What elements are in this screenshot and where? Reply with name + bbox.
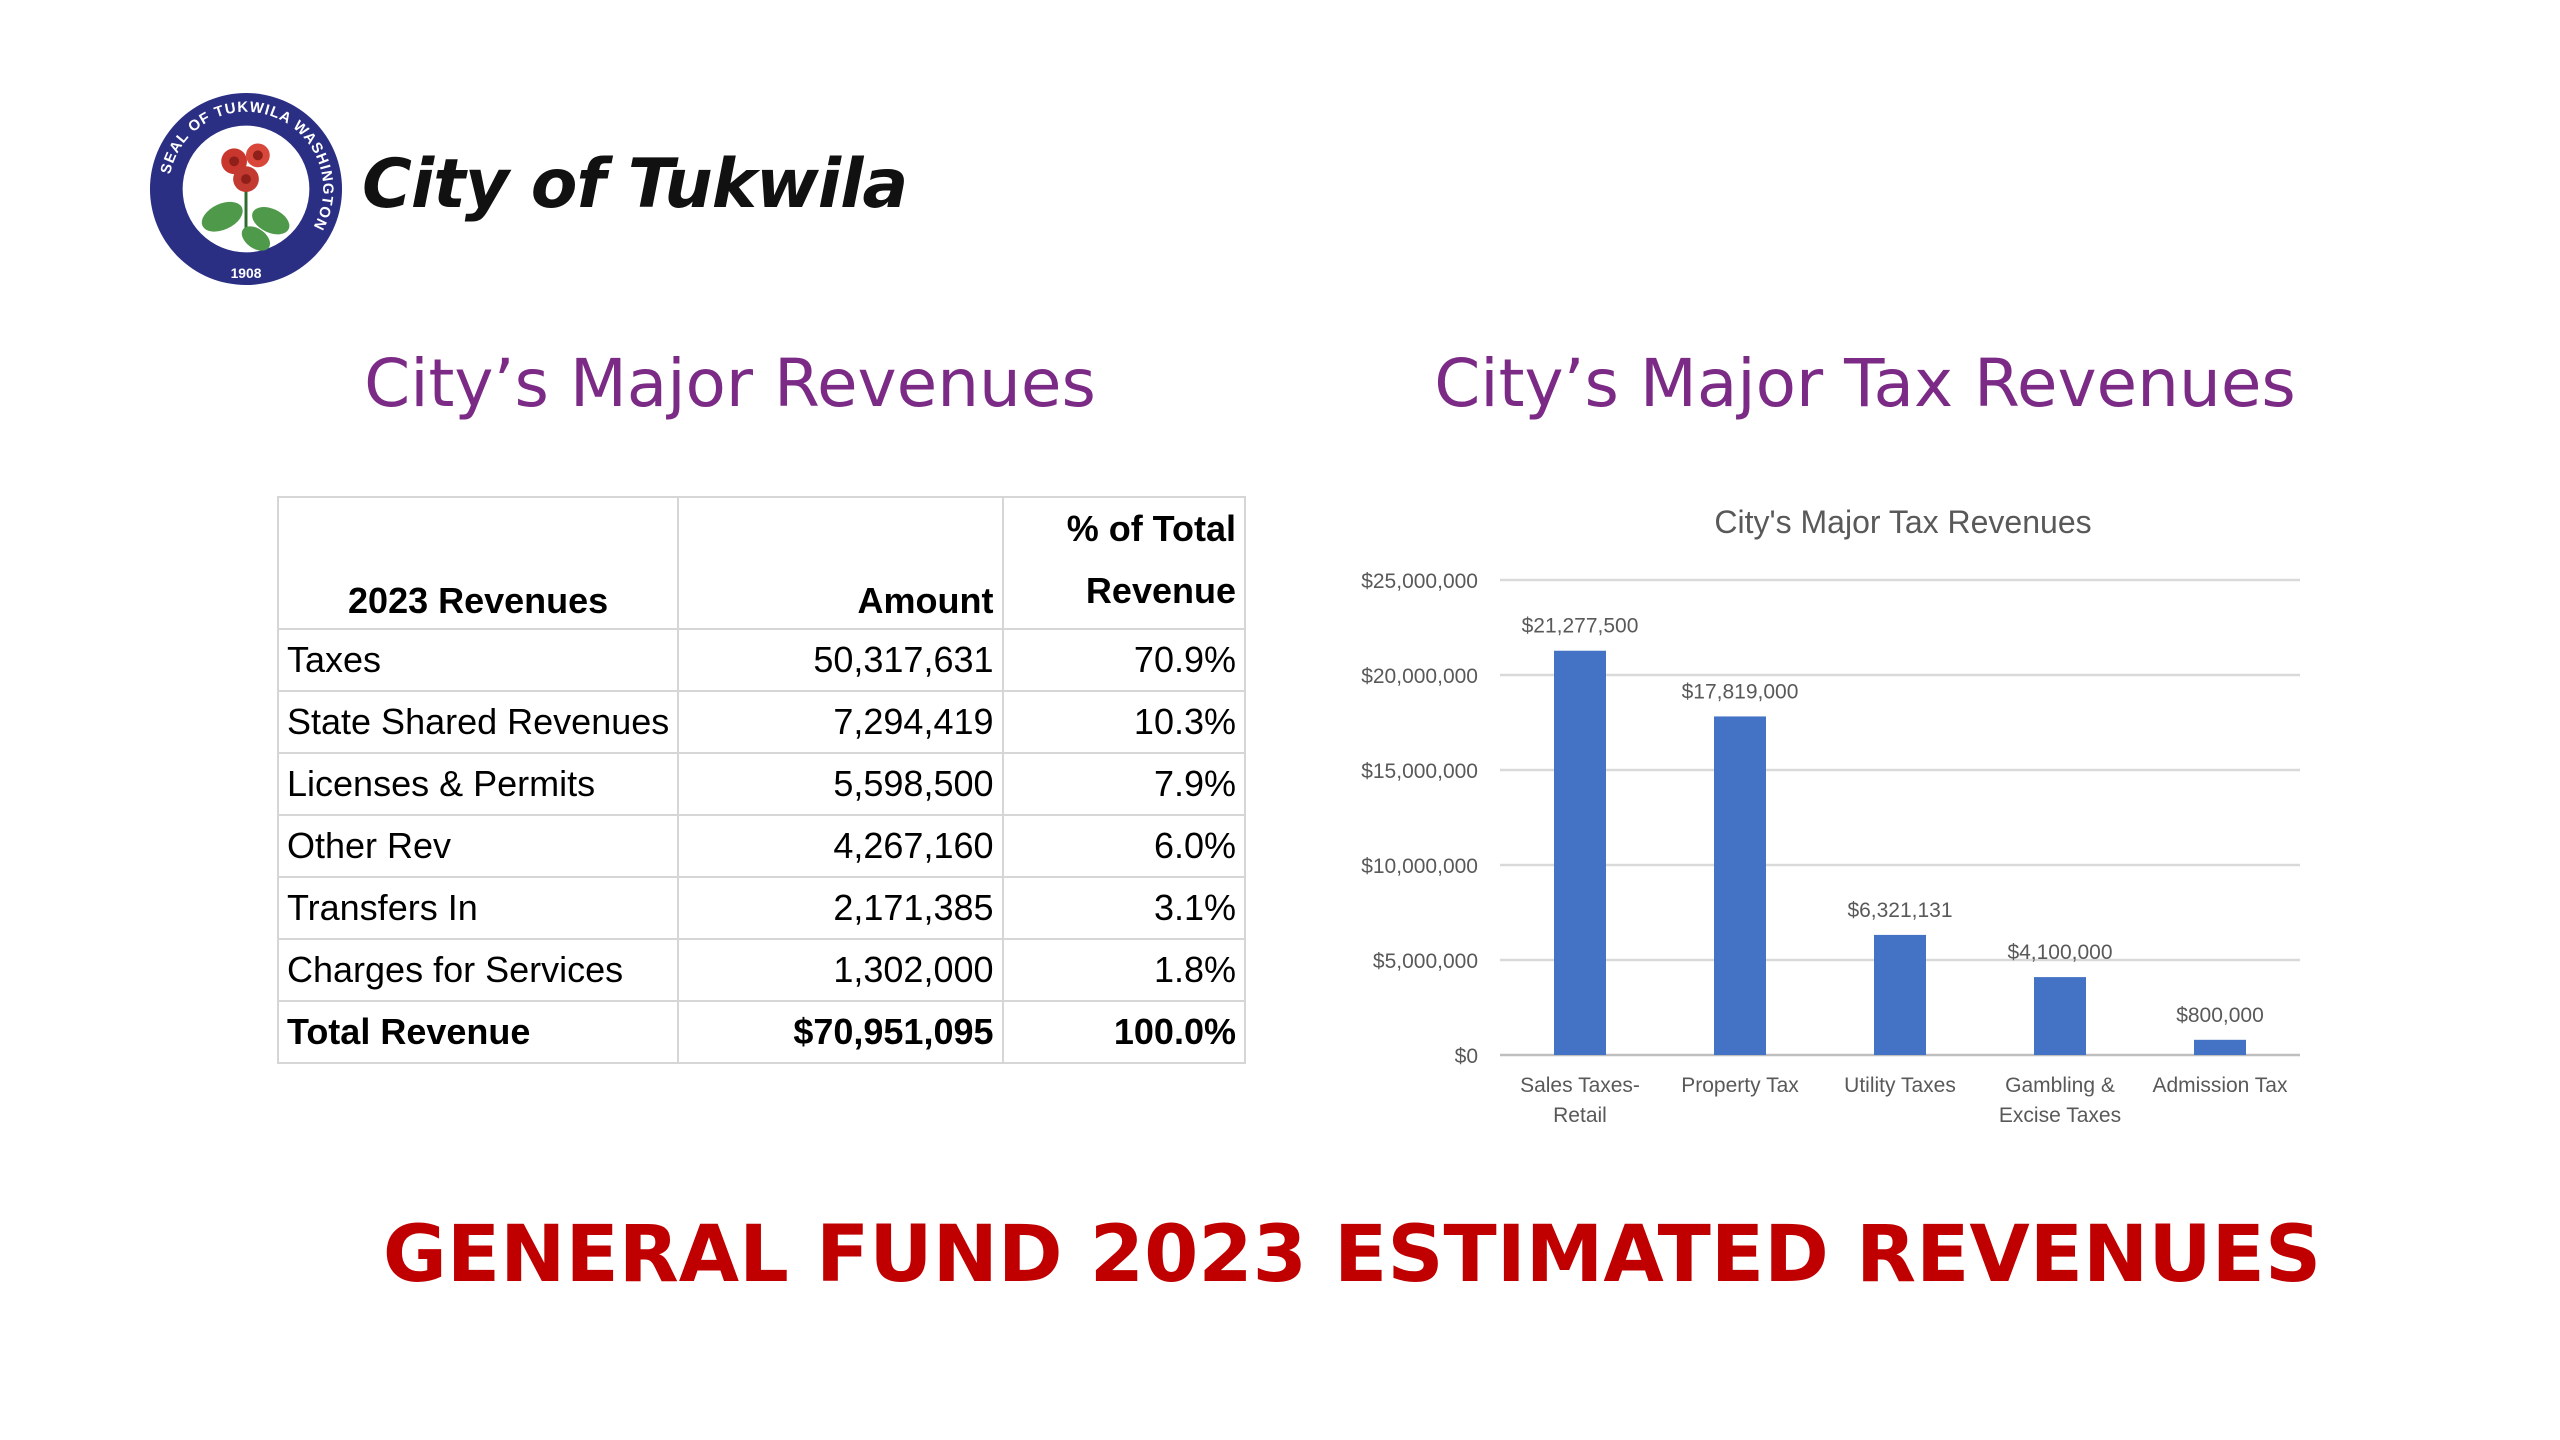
bar (1874, 934, 1926, 1055)
x-tick-label: Property Tax (1681, 1074, 1799, 1097)
data-label: $6,321,131 (1847, 899, 1952, 922)
general-fund-banner: GENERAL FUND 2023 ESTIMATED REVENUES (382, 1210, 2322, 1300)
data-label: $17,819,000 (1682, 680, 1799, 703)
table-header-row: 2023 Revenues Amount % of Total Revenue (276, 496, 1247, 630)
table-row: Charges for Services 1,302,000 1.8% (276, 938, 1247, 1002)
row-percent: 10.3% (1001, 690, 1247, 754)
table-row: Licenses & Permits 5,598,500 7.9% (276, 752, 1247, 816)
row-label: Licenses & Permits (276, 752, 680, 816)
seal-year: 1908 (231, 265, 262, 281)
data-label: $800,000 (2176, 1004, 2264, 1027)
bar (1554, 650, 1606, 1055)
x-tick-label: Admission Tax (2152, 1074, 2288, 1097)
header-percent: % of Total Revenue (1001, 496, 1247, 630)
row-amount: 7,294,419 (677, 690, 1004, 754)
tax-revenues-chart: City's Major Tax Revenues $0 $5,000,000 $10… (1361, 504, 2300, 1127)
bar (2194, 1039, 2246, 1055)
table-row: Transfers In 2,171,385 3.1% (276, 876, 1247, 940)
total-amount: $70,951,095 (677, 1000, 1004, 1064)
data-label: $4,100,000 (2007, 941, 2112, 964)
header-revenues: 2023 Revenues (276, 496, 680, 630)
major-tax-revenues-title: City’s Major Tax Revenues (1434, 345, 2296, 422)
row-label: Other Rev (276, 814, 680, 878)
row-percent: 7.9% (1001, 752, 1247, 816)
y-tick-label: $20,000,000 (1361, 665, 1478, 688)
y-tick-label: $0 (1455, 1045, 1478, 1068)
row-label: Taxes (276, 628, 680, 692)
table-row: Taxes 50,317,631 70.9% (276, 628, 1247, 692)
total-label: Total Revenue (276, 1000, 680, 1064)
row-percent: 70.9% (1001, 628, 1247, 692)
data-label: $21,277,500 (1522, 615, 1639, 638)
bar (1714, 716, 1766, 1055)
total-percent: 100.0% (1001, 1000, 1247, 1064)
city-name: City of Tukwila (362, 145, 908, 224)
table-row: Other Rev 4,267,160 6.0% (276, 814, 1247, 878)
row-amount: 2,171,385 (677, 876, 1004, 940)
y-tick-label: $5,000,000 (1373, 950, 1478, 973)
revenues-table: 2023 Revenues Amount % of Total Revenue T… (276, 496, 1247, 1064)
row-label: Transfers In (276, 876, 680, 940)
y-tick-label: $10,000,000 (1361, 855, 1478, 878)
x-tick-label: Sales Taxes-Retail (1520, 1074, 1640, 1127)
row-amount: 1,302,000 (677, 938, 1004, 1002)
row-amount: 5,598,500 (677, 752, 1004, 816)
x-tick-label: Utility Taxes (1844, 1074, 1956, 1097)
header-amount: Amount (677, 496, 1004, 630)
table-row: State Shared Revenues 7,294,419 10.3% (276, 690, 1247, 754)
major-revenues-title: City’s Major Revenues (364, 345, 1096, 422)
row-amount: 4,267,160 (677, 814, 1004, 878)
y-tick-label: $25,000,000 (1361, 570, 1478, 593)
row-label: Charges for Services (276, 938, 680, 1002)
row-amount: 50,317,631 (677, 628, 1004, 692)
y-tick-label: $15,000,000 (1361, 760, 1478, 783)
table-total-row: Total Revenue $70,951,095 100.0% (276, 1000, 1247, 1064)
header-percent-line2: Revenue (1085, 570, 1236, 611)
x-tick-label: Gambling & Excise Taxes (1999, 1074, 2121, 1127)
header-percent-line1: % of Total (1066, 508, 1236, 549)
bar (2034, 977, 2086, 1055)
row-percent: 3.1% (1001, 876, 1247, 940)
row-percent: 1.8% (1001, 938, 1247, 1002)
chart-title: City's Major Tax Revenues (1714, 504, 2091, 540)
city-seal-logo: SEAL OF TUKWILA WASHINGTON 1908 (149, 92, 343, 286)
row-percent: 6.0% (1001, 814, 1247, 878)
row-label: State Shared Revenues (276, 690, 680, 754)
